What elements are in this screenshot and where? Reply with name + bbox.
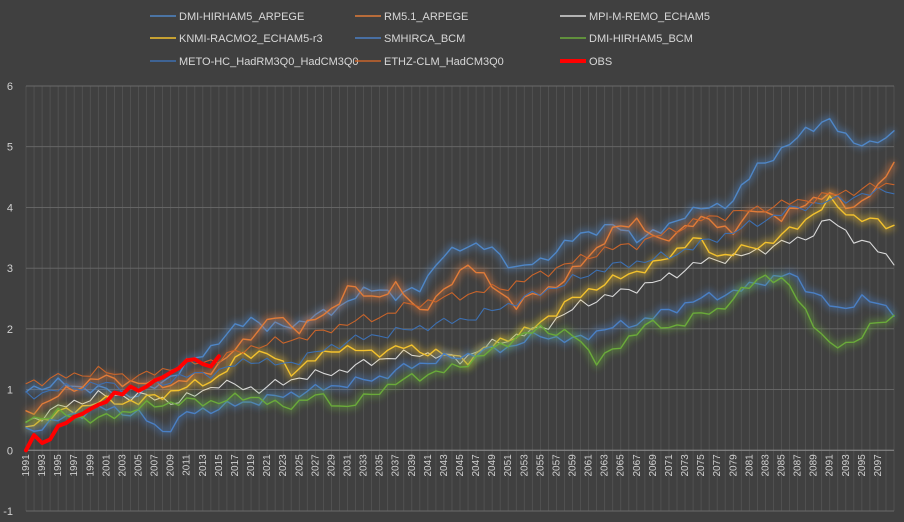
x-tick-label: 2041 — [423, 454, 434, 477]
series-line — [24, 354, 221, 453]
y-tick-label: 5 — [7, 142, 13, 154]
y-tick-label: 4 — [7, 202, 13, 214]
x-tick-label: 2005 — [134, 454, 145, 477]
gridlines — [25, 85, 895, 512]
x-tick-label: 2025 — [294, 454, 305, 477]
legend-entry[interactable]: RM5.1_ARPEGE — [355, 11, 468, 23]
legend-entry[interactable]: MPI-M-REMO_ECHAM5 — [560, 11, 710, 23]
x-tick-label: 2053 — [519, 454, 530, 477]
x-tick-label: 2061 — [584, 454, 595, 477]
x-tick-label: 2077 — [712, 454, 723, 477]
x-tick-label: 2017 — [230, 454, 241, 477]
x-tick-label: 2031 — [342, 454, 353, 477]
legend-entry[interactable]: DMI-HIRHAM5_ARPEGE — [150, 11, 304, 23]
x-tick-label: 2093 — [841, 454, 852, 477]
legend-label: KNMI-RACMO2_ECHAM5-r3 — [179, 33, 323, 45]
series-line — [25, 117, 895, 399]
legend-entry[interactable]: DMI-HIRHAM5_BCM — [560, 33, 693, 45]
y-axis-tick-labels: -1 0 1 2 3 4 5 6 — [3, 81, 13, 518]
x-tick-label: 2085 — [776, 454, 787, 477]
x-tick-label: 2039 — [407, 454, 418, 477]
x-tick-label: 2045 — [455, 454, 466, 477]
y-tick-label: 6 — [7, 81, 13, 93]
x-tick-label: 2021 — [262, 454, 273, 477]
x-tick-label: 2063 — [600, 454, 611, 477]
x-tick-label: 2029 — [326, 454, 337, 477]
x-tick-label: 2023 — [278, 454, 289, 477]
x-tick-label: 2013 — [198, 454, 209, 477]
x-tick-label: 2079 — [728, 454, 739, 477]
x-tick-label: 2047 — [471, 454, 482, 477]
x-tick-label: 2065 — [616, 454, 627, 477]
legend-label: DMI-HIRHAM5_BCM — [589, 33, 693, 45]
x-tick-label: 2067 — [632, 454, 643, 477]
x-tick-label: 2073 — [680, 454, 691, 477]
legend-label: ETHZ-CLM_HadCM3Q0 — [384, 56, 504, 68]
x-tick-label: 2003 — [117, 454, 128, 477]
x-tick-label: 2011 — [182, 454, 193, 476]
x-tick-label: 2027 — [310, 454, 321, 477]
legend-label: RM5.1_ARPEGE — [384, 11, 468, 23]
x-tick-label: 2037 — [391, 454, 402, 477]
legend-entry[interactable]: ETHZ-CLM_HadCM3Q0 — [355, 56, 504, 68]
x-tick-label: 2095 — [857, 454, 868, 477]
series-lines — [23, 115, 898, 453]
x-tick-label: 2081 — [744, 454, 755, 477]
x-tick-label: 1991 — [21, 454, 32, 477]
series-line — [25, 274, 895, 424]
x-tick-label: 2051 — [503, 454, 514, 477]
legend-label: METO-HC_HadRM3Q0_HadCM3Q0 — [179, 56, 359, 68]
x-tick-label: 2089 — [809, 454, 820, 477]
x-tick-label: 1993 — [37, 454, 48, 477]
legend-entry[interactable]: SMHIRCA_BCM — [355, 33, 465, 45]
x-tick-label: 2015 — [214, 454, 225, 477]
x-tick-label: 2069 — [648, 454, 659, 477]
legend-label: SMHIRCA_BCM — [384, 33, 465, 45]
legend-label: OBS — [589, 56, 612, 68]
x-tick-label: 1999 — [85, 454, 96, 477]
x-tick-label: 2033 — [359, 454, 370, 477]
x-tick-label: 2091 — [825, 454, 836, 477]
series-line — [25, 272, 895, 433]
legend-entry[interactable]: METO-HC_HadRM3Q0_HadCM3Q0 — [150, 56, 359, 68]
x-tick-label: 2059 — [568, 454, 579, 477]
x-tick-label: 2049 — [487, 454, 498, 477]
legend-label: DMI-HIRHAM5_ARPEGE — [179, 11, 304, 23]
legend-entry[interactable]: KNMI-RACMO2_ECHAM5-r3 — [150, 33, 323, 45]
x-tick-label: 2009 — [166, 454, 177, 477]
x-tick-label: 2075 — [696, 454, 707, 477]
y-tick-label: 1 — [7, 385, 13, 397]
series-line — [25, 187, 895, 400]
legend-entry[interactable]: OBS — [560, 56, 612, 68]
x-tick-label: 2043 — [439, 454, 450, 477]
legend[interactable]: DMI-HIRHAM5_ARPEGE RM5.1_ARPEGE MPI-M-REMO… — [150, 11, 710, 68]
x-tick-label: 2019 — [246, 454, 257, 477]
x-tick-label: 2097 — [873, 454, 884, 477]
x-tick-label: 1997 — [69, 454, 80, 477]
x-tick-label: 2007 — [150, 454, 161, 477]
x-tick-label: 2057 — [551, 454, 562, 477]
x-tick-label: 2071 — [664, 454, 675, 477]
x-tick-label: 2083 — [760, 454, 771, 477]
x-axis-tick-labels: 1991 1993 1995 1997 1999 2001 2003 2005 2007 2009… — [21, 454, 884, 477]
y-tick-label: 2 — [7, 324, 13, 336]
y-tick-label: -1 — [3, 506, 13, 518]
y-tick-label: 0 — [7, 445, 13, 457]
x-tick-label: 2087 — [793, 454, 804, 477]
x-tick-label: 2001 — [101, 454, 112, 477]
y-tick-label: 3 — [7, 263, 13, 275]
x-tick-label: 1995 — [53, 454, 64, 477]
x-tick-label: 2035 — [375, 454, 386, 477]
legend-label: MPI-M-REMO_ECHAM5 — [589, 11, 710, 23]
x-tick-label: 2055 — [535, 454, 546, 477]
